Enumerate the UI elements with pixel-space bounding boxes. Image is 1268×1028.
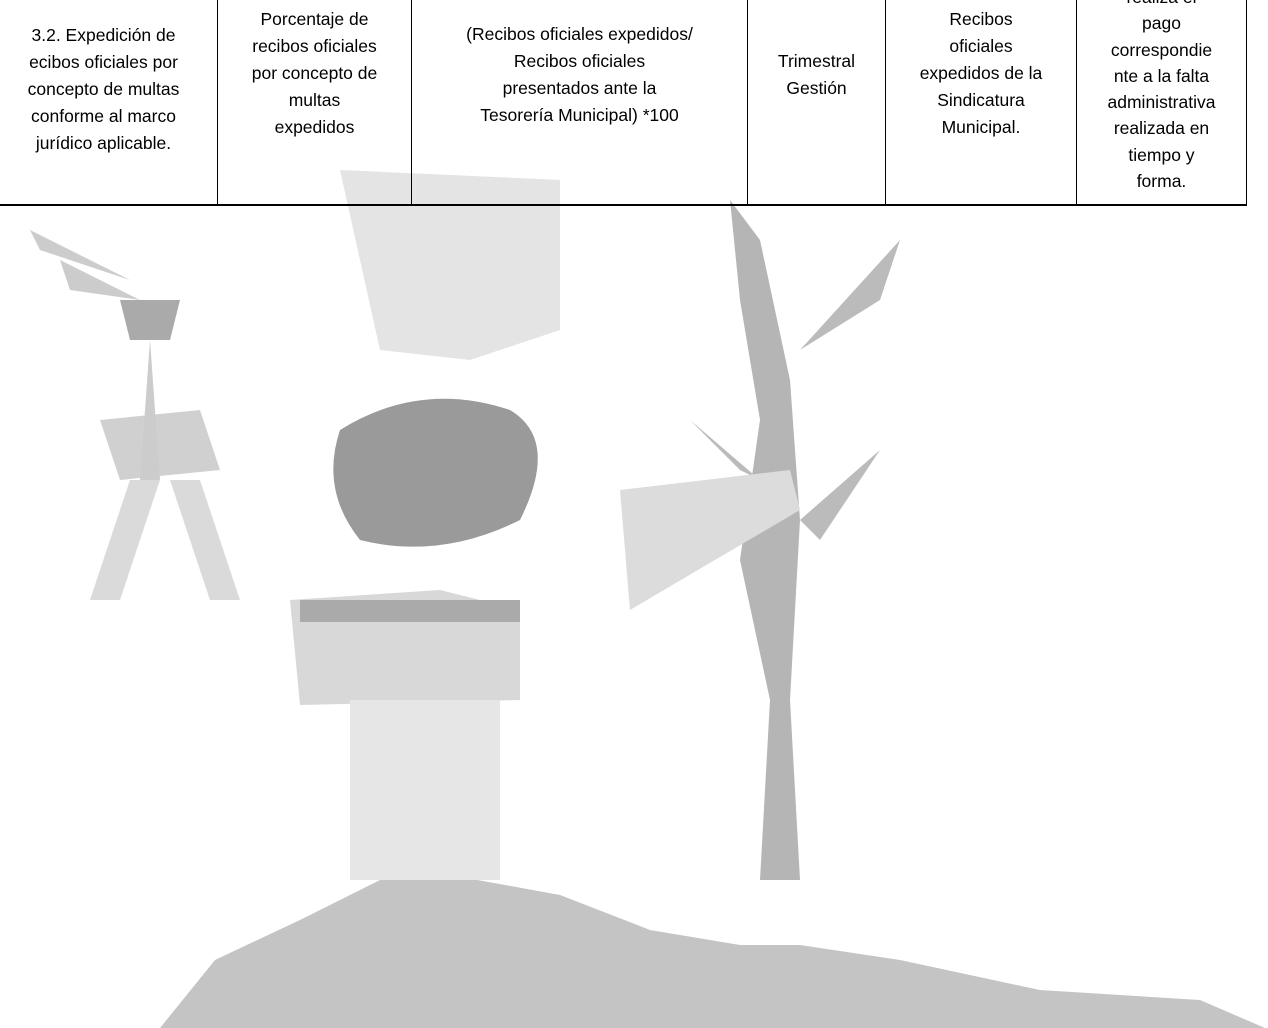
text-line: oficiales (949, 35, 1013, 56)
text-line: jurídico aplicable. (35, 132, 172, 153)
text-line: ecibos oficiales por (29, 51, 178, 72)
cell-text: Recibos oficiales expedidos de la Sindicatu… (886, 6, 1076, 141)
cell-text: realiza el pago correspondie nte a la falta… (1077, 0, 1246, 194)
text-line: (Recibos oficiales expedidos/ (466, 23, 693, 44)
text-line: Trimestral (777, 51, 856, 71)
table-cell: (Recibos oficiales expedidos/Recibos ofi… (412, 0, 748, 205)
text-line: forma. (1136, 171, 1187, 192)
text-line: expedidos de la (919, 62, 1043, 83)
text-line: por concepto de (251, 62, 378, 83)
table-cell: Trimestral Gestión (748, 0, 886, 205)
text-line: multas (288, 89, 341, 110)
text-line: expedidos (274, 116, 355, 137)
text-line: administrativa (1107, 92, 1216, 113)
text-line: recibos oficiales (252, 35, 377, 56)
text-line: correspondie (1110, 39, 1213, 60)
text-line: Recibos oficiales (513, 50, 646, 71)
text-line: 3.2. Expedición de (31, 24, 176, 45)
text-line: presentados ante la (502, 77, 657, 98)
text-line: Municipal. (941, 116, 1021, 137)
table-border (0, 204, 1247, 206)
cell-text: Trimestral Gestión (748, 48, 885, 102)
table-cell: Recibos oficiales expedidos de la Sindicatu… (886, 0, 1077, 205)
text-line: nte a la falta (1113, 65, 1210, 86)
table-cell: realiza el pago correspondie nte a la falta… (1077, 0, 1247, 205)
text-line: Porcentaje de (260, 8, 369, 29)
text-line: Recibos (949, 8, 1013, 29)
text-line: pago (1142, 13, 1181, 34)
cell-text: (Recibos oficiales expedidos/Recibos ofi… (412, 21, 747, 129)
cell-text: Porcentaje de recibos oficiales por concep… (218, 6, 411, 141)
text-line: realiza el (1077, 0, 1246, 10)
text-line: Gestión (786, 78, 847, 98)
cell-text: 3.2. Expedición de ecibos oficiales por co… (0, 22, 217, 157)
table-cell: Porcentaje de recibos oficiales por concep… (218, 0, 412, 205)
text-line: concepto de multas (27, 78, 180, 99)
text-line: Tesorería Municipal) *100 (480, 104, 679, 125)
text-line: Sindicatura (937, 89, 1025, 110)
text-line: conforme al marco (31, 105, 176, 126)
table-cell: 3.2. Expedición de ecibos oficiales por co… (0, 0, 218, 205)
text-line: realizada en (1113, 118, 1210, 139)
text-line: tiempo y (1128, 144, 1195, 165)
